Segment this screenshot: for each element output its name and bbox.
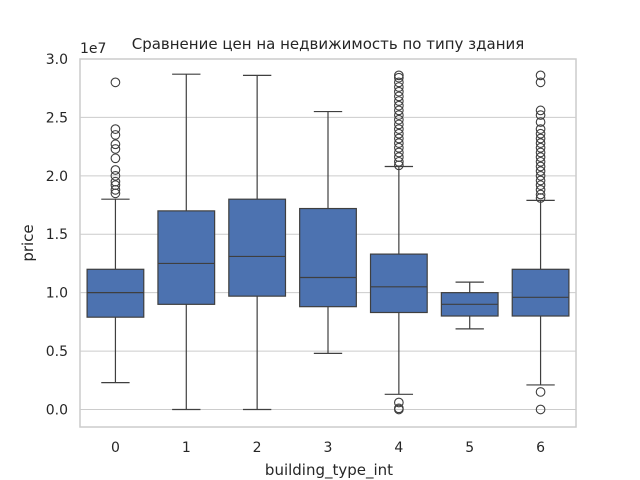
outlier-point [535, 105, 546, 116]
outlier-point [394, 100, 404, 111]
outlier-point [535, 404, 546, 415]
outlier-point [394, 110, 404, 120]
box [228, 198, 287, 297]
x-tick-label: 2 [253, 440, 262, 456]
outlier-point [394, 119, 404, 130]
y-tick-label: 1.0 [46, 286, 68, 302]
x-tick-label: 1 [182, 440, 191, 456]
y-offset-label: 1e7 [80, 41, 106, 57]
y-tick-label: 0.0 [46, 402, 68, 418]
box-group-0 [86, 77, 145, 384]
y-tick-label: 1.5 [46, 227, 68, 243]
outlier-point [535, 175, 546, 186]
outlier-point [394, 91, 404, 102]
box-group-3 [299, 110, 357, 354]
box-group-6 [511, 70, 570, 415]
outlier-point [535, 180, 546, 191]
box [511, 268, 570, 317]
outlier-point [535, 77, 546, 88]
outlier-point [394, 156, 404, 167]
outlier-point [394, 72, 404, 83]
x-tick-label: 4 [394, 440, 403, 456]
outlier-point [110, 144, 121, 154]
x-tick-label: 6 [536, 440, 545, 456]
y-tick-label: 2.0 [46, 169, 68, 185]
box-group-5 [440, 281, 499, 330]
outlier-point [110, 153, 121, 164]
outlier-point [110, 170, 121, 181]
chart-title: Сравнение цен на недвижимость по типу зд… [132, 35, 525, 53]
outlier-point [535, 193, 546, 203]
box-group-4 [369, 70, 428, 415]
outlier-point [535, 142, 546, 153]
outlier-point [394, 133, 404, 144]
outlier-point [394, 114, 404, 125]
x-axis-label: building_type_int [265, 461, 393, 480]
outlier-point [535, 70, 546, 81]
outlier-point [535, 161, 546, 172]
outlier-point [394, 160, 404, 171]
plot-frame [79, 58, 577, 428]
outlier-point [394, 128, 404, 139]
outlier-point [394, 138, 404, 148]
outlier-point [394, 77, 404, 88]
x-tick-labels: 0 1 2 3 4 5 6 [111, 440, 545, 456]
outlier-point [535, 117, 546, 127]
y-tick-labels: 0.0 0.5 1.0 1.5 2.0 2.5 3.0 [46, 52, 68, 418]
box [369, 253, 428, 314]
box-group-2 [228, 74, 287, 411]
outlier-point [394, 147, 404, 158]
outlier-point [535, 387, 546, 397]
y-tick-label: 2.5 [46, 110, 68, 126]
outlier-point [535, 189, 546, 200]
outlier-point [394, 124, 404, 134]
outlier-point [110, 165, 121, 175]
outlier-point [535, 110, 546, 120]
outlier-point [394, 96, 404, 106]
outlier-point [535, 124, 546, 134]
x-tick-label: 0 [111, 440, 120, 456]
outlier-point [394, 86, 404, 97]
outlier-point [394, 105, 404, 116]
outlier-point [110, 139, 121, 150]
outlier-point [394, 404, 404, 415]
x-tick-label: 5 [465, 440, 474, 456]
outlier-point [394, 142, 404, 153]
outlier-point [535, 128, 546, 139]
box-group-1 [157, 73, 216, 411]
box [299, 207, 357, 308]
outlier-point [535, 133, 546, 144]
y-axis-label: price [19, 224, 37, 261]
outlier-point [394, 70, 404, 81]
outlier-point [535, 156, 546, 167]
outlier-point [535, 152, 546, 162]
box [157, 210, 216, 305]
outlier-point [110, 184, 121, 195]
outlier-point [535, 166, 546, 177]
outlier-point [110, 77, 121, 88]
outlier-point [535, 147, 546, 158]
y-tick-label: 3.0 [46, 52, 68, 68]
outlier-point [394, 82, 404, 92]
outlier-point [535, 138, 546, 148]
outlier-point [535, 170, 546, 181]
outlier-point [110, 124, 121, 134]
y-tick-label: 0.5 [46, 344, 68, 360]
boxes [86, 70, 570, 415]
outlier-point [110, 130, 121, 140]
outlier-point [394, 397, 404, 408]
outlier-point [110, 188, 121, 199]
x-tick-label: 3 [324, 440, 333, 456]
